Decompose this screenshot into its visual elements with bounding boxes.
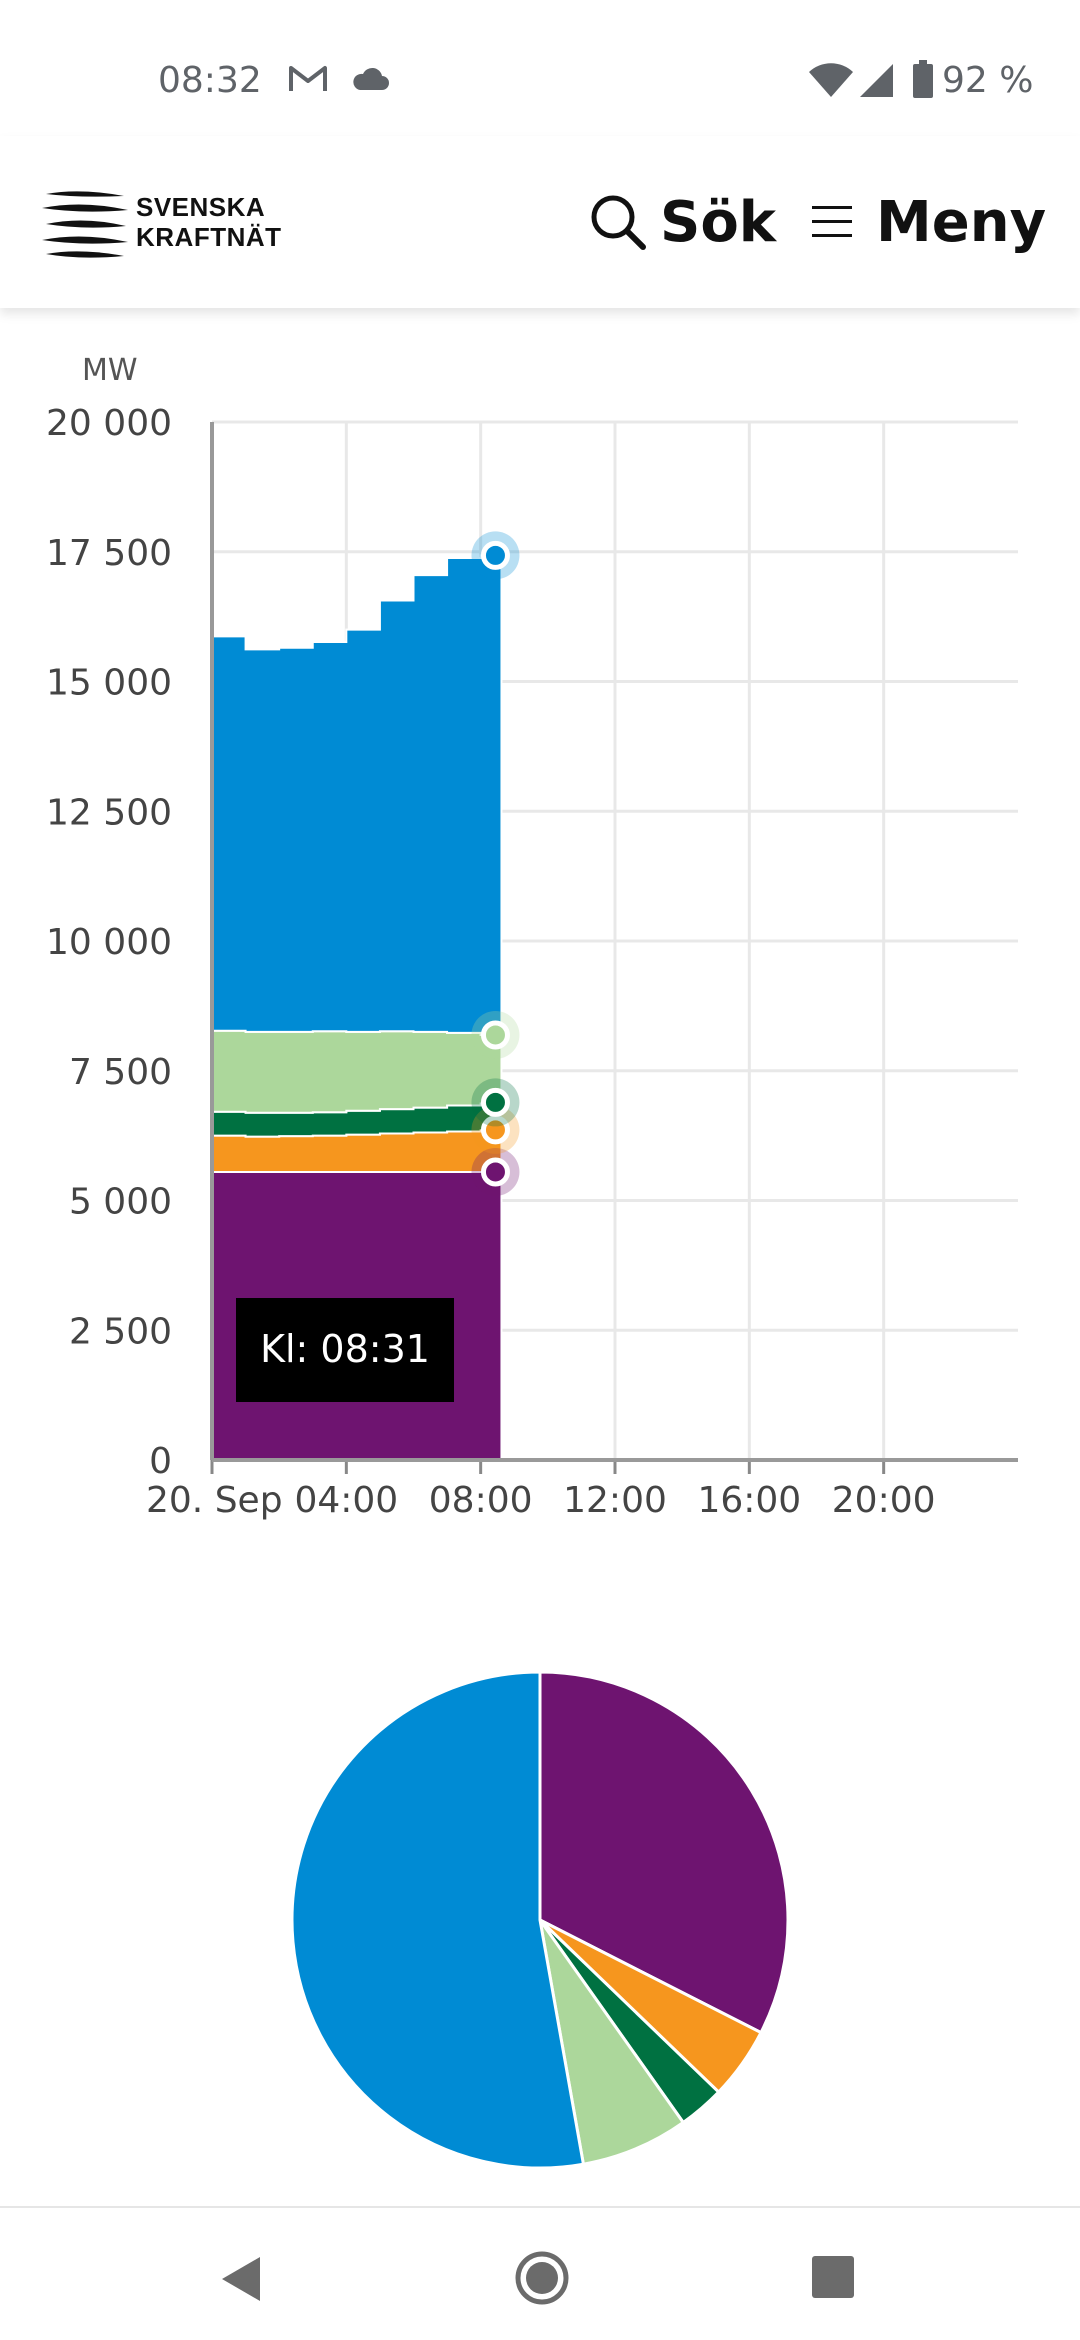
menu-button[interactable]: Meny bbox=[812, 180, 1046, 264]
marker-point-3[interactable] bbox=[480, 1020, 510, 1050]
area-series-3[interactable] bbox=[211, 1029, 503, 1114]
logo-waves-icon bbox=[42, 191, 128, 258]
logo-text: SVENSKA KRAFTNÄT bbox=[136, 192, 282, 252]
nav-divider bbox=[0, 2206, 1080, 2208]
area-series-4[interactable] bbox=[211, 554, 503, 1036]
y-tick-label: 5 000 bbox=[69, 1182, 172, 1223]
x-tick-label: 20:00 bbox=[832, 1480, 936, 1521]
menu-label: Meny bbox=[876, 189, 1047, 255]
signal-icon bbox=[858, 62, 894, 102]
marker-point-1[interactable] bbox=[480, 1115, 510, 1145]
y-tick-label: 2 500 bbox=[69, 1311, 172, 1352]
wifi-icon bbox=[808, 62, 854, 102]
y-unit-label: MW bbox=[82, 353, 138, 388]
hamburger-icon bbox=[812, 206, 852, 237]
y-tick-label: 15 000 bbox=[46, 663, 172, 704]
home-icon[interactable] bbox=[514, 2250, 570, 2306]
production-pie-chart[interactable] bbox=[280, 1660, 800, 2180]
logo-line-2: KRAFTNÄT bbox=[136, 222, 282, 252]
chart-markers[interactable] bbox=[471, 531, 520, 1196]
search-button[interactable]: Sök bbox=[588, 180, 776, 264]
svenska-kraftnat-logo[interactable]: SVENSKA KRAFTNÄT bbox=[40, 186, 300, 266]
y-tick-label: 17 500 bbox=[46, 533, 172, 574]
search-icon bbox=[591, 195, 646, 250]
marker-point-2[interactable] bbox=[480, 1087, 510, 1117]
tooltip-box bbox=[236, 1298, 454, 1402]
android-nav-bar bbox=[0, 2208, 1080, 2340]
cloud-icon bbox=[350, 66, 390, 96]
chart-tooltip: Kl: 08:31 bbox=[236, 1298, 454, 1402]
logo-line-1: SVENSKA bbox=[136, 192, 266, 222]
x-tick-label: 20. Sep bbox=[146, 1480, 283, 1521]
gmail-icon bbox=[288, 64, 328, 98]
y-tick-label: 20 000 bbox=[46, 403, 172, 444]
x-tick-label: 12:00 bbox=[563, 1480, 667, 1521]
back-icon[interactable] bbox=[218, 2254, 264, 2304]
search-label: Sök bbox=[660, 189, 777, 255]
x-tick-label: 04:00 bbox=[294, 1480, 398, 1521]
site-header: SVENSKA KRAFTNÄT Sök Meny bbox=[0, 136, 1080, 308]
y-tick-label: 0 bbox=[149, 1441, 172, 1482]
marker-point-4[interactable] bbox=[480, 540, 510, 570]
y-tick-label: 10 000 bbox=[46, 922, 172, 963]
pie-slice-3[interactable] bbox=[538, 1919, 686, 2166]
tooltip-text: Kl: 08:31 bbox=[260, 1327, 430, 1371]
battery-icon bbox=[912, 60, 934, 102]
battery-percentage: 92 % bbox=[942, 60, 1034, 101]
marker-point-0[interactable] bbox=[480, 1157, 510, 1187]
status-bar: 08:32 92 % bbox=[0, 0, 1080, 136]
recents-icon[interactable] bbox=[810, 2254, 856, 2300]
y-tick-label: 7 500 bbox=[69, 1052, 172, 1093]
pie-slice-0[interactable] bbox=[538, 1670, 790, 2035]
x-tick-label: 08:00 bbox=[429, 1480, 533, 1521]
pie-slice-4[interactable] bbox=[290, 1670, 586, 2170]
y-tick-label: 12 500 bbox=[46, 792, 172, 833]
production-area-chart[interactable]: MW 0 2 500 5 000 7 500 10 000 12 500 15 000 17 5… bbox=[0, 330, 1080, 1560]
x-tick-label: 16:00 bbox=[697, 1480, 801, 1521]
status-time: 08:32 bbox=[158, 60, 262, 101]
chart-axes: MW 0 2 500 5 000 7 500 10 000 12 500 15 000 17 5… bbox=[46, 353, 1018, 1521]
